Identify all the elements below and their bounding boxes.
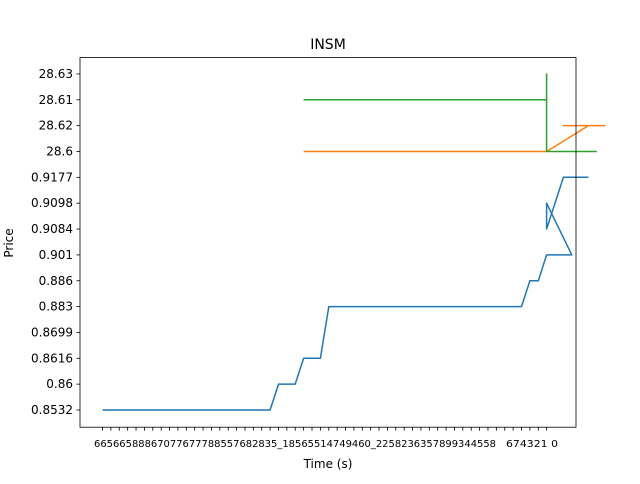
y-tick-label: 0.9084 (31, 222, 73, 236)
y-axis: 0.8532 0.86 0.8616 0.8699 0.883 0.886 0.901 0.9… (31, 67, 80, 417)
y-tick-label: 0.886 (39, 274, 73, 288)
y-tick-label: 28.63 (39, 67, 73, 81)
x-tick-tail-label: 674321 0 (506, 439, 558, 450)
x-axis (102, 427, 548, 431)
y-tick-label: 0.8532 (31, 403, 73, 417)
y-tick-label: 28.62 (39, 119, 73, 133)
y-tick-label: 0.8616 (31, 351, 73, 365)
series-lines (102, 73, 606, 411)
y-tick-label: 0.8699 (31, 325, 73, 339)
plot-area (80, 57, 576, 428)
y-axis-label: Price (2, 228, 16, 257)
y-tick-label: 0.9098 (31, 196, 73, 210)
y-tick-label: 0.9177 (31, 170, 73, 184)
y-tick-label: 28.6 (46, 145, 73, 159)
series-line (303, 124, 606, 153)
series-line (102, 176, 589, 411)
x-axis-label: Time (s) (303, 457, 353, 471)
plot-frame (79, 57, 577, 428)
y-tick-label: 0.901 (39, 248, 73, 262)
chart-title: INSM (310, 37, 346, 53)
series-line (303, 73, 597, 153)
y-tick-label: 0.883 (39, 300, 73, 314)
y-tick-label: 0.86 (46, 377, 73, 391)
x-tick-overlap-label: 66566588867077677788557682835_1856551474… (94, 439, 496, 450)
y-tick-label: 28.61 (39, 93, 73, 107)
